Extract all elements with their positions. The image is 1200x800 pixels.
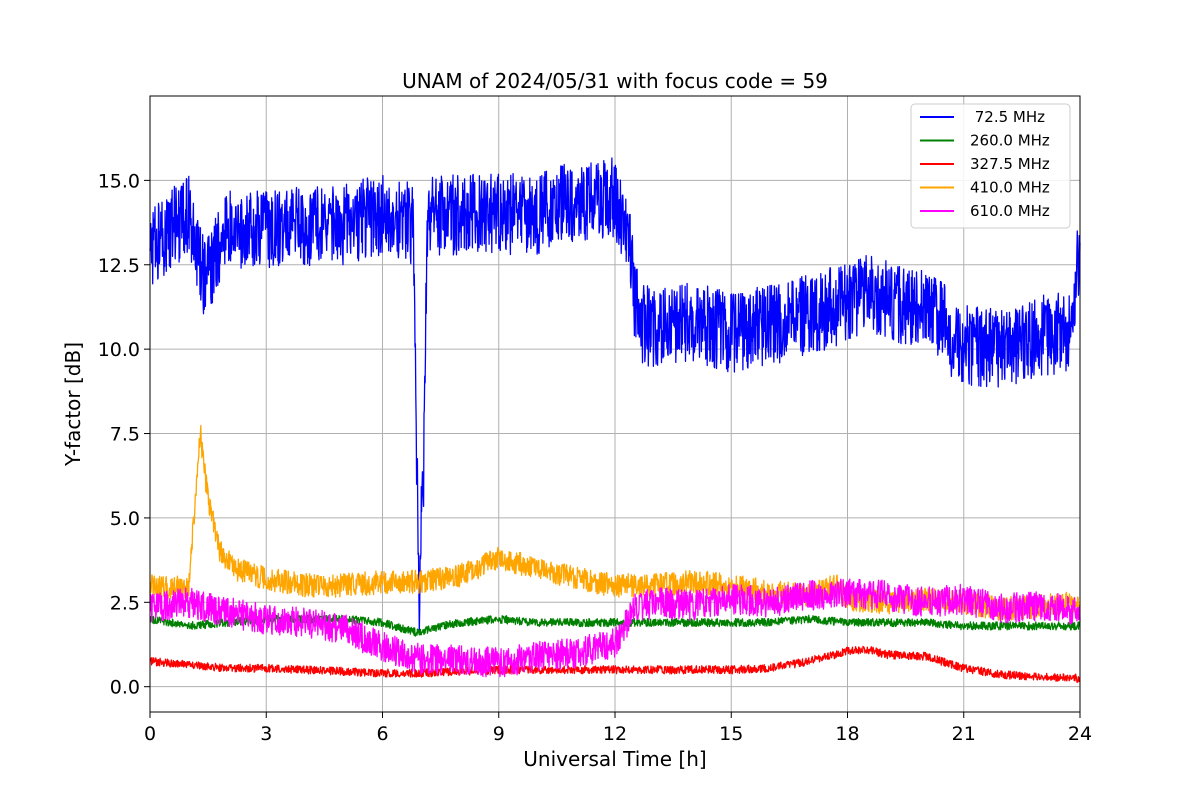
legend-label: 610.0 MHz bbox=[970, 202, 1050, 220]
series-line-410-0-mhz-mhz bbox=[149, 424, 1081, 621]
ticks: 0 3 6 9 12 15 18 21 24 0.0 2.5 5.0 7.5 10.0 12.5 15.0 bbox=[98, 170, 1092, 745]
y-tick-label: 5.0 bbox=[110, 508, 140, 530]
y-tick-label: 0.0 bbox=[110, 677, 140, 699]
y-tick-label: 10.0 bbox=[98, 339, 140, 361]
y-tick-label: 12.5 bbox=[98, 255, 140, 277]
x-tick-label: 0 bbox=[144, 723, 156, 745]
y-tick-label: 15.0 bbox=[98, 170, 140, 192]
y-tick-label: 2.5 bbox=[110, 592, 140, 614]
legend-label: 72.5 MHz bbox=[970, 108, 1045, 126]
x-tick-label: 18 bbox=[835, 723, 859, 745]
x-axis-label: Universal Time [h] bbox=[523, 747, 706, 771]
legend-box bbox=[910, 103, 1071, 229]
legend-label: 260.0 MHz bbox=[970, 132, 1050, 150]
x-tick-label: 12 bbox=[603, 723, 627, 745]
x-tick-label: 3 bbox=[260, 723, 272, 745]
x-tick-label: 15 bbox=[719, 723, 743, 745]
series-line-72-5-mhz-mhz bbox=[149, 157, 1081, 633]
series-layer bbox=[149, 157, 1081, 683]
x-tick-label: 6 bbox=[376, 723, 388, 745]
legend: 72.5 MHz 260.0 MHz 327.5 MHz 410.0 MHz 610.0… bbox=[910, 103, 1071, 229]
chart-title: UNAM of 2024/05/31 with focus code = 59 bbox=[402, 69, 828, 93]
y-tick-label: 7.5 bbox=[110, 424, 140, 446]
series-line-327-5-mhz-mhz bbox=[149, 645, 1081, 683]
x-tick-label: 9 bbox=[493, 723, 505, 745]
x-tick-label: 21 bbox=[952, 723, 976, 745]
x-tick-label: 24 bbox=[1068, 723, 1092, 745]
legend-label: 410.0 MHz bbox=[970, 179, 1050, 197]
y-axis-label: Y-factor [dB] bbox=[61, 342, 85, 467]
legend-label: 327.5 MHz bbox=[970, 155, 1050, 173]
series-line-610-0-mhz-mhz bbox=[149, 578, 1081, 678]
